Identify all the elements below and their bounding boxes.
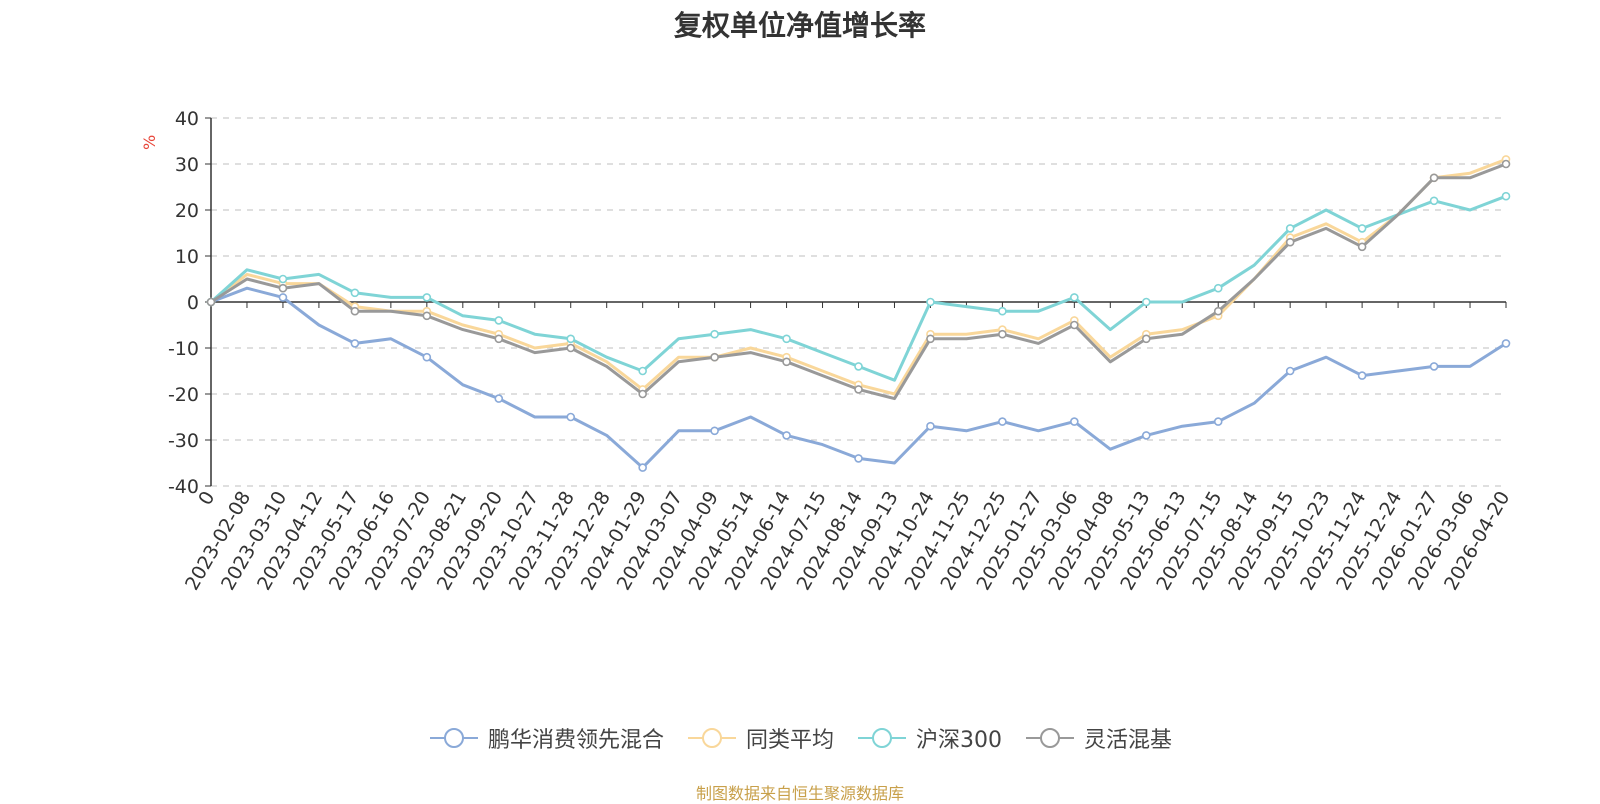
data-point xyxy=(1070,293,1079,302)
y-tick-label: 20 xyxy=(175,200,199,222)
series-0 xyxy=(206,286,1511,472)
legend: 鹏华消费领先混合 同类平均 沪深300 灵活混基 xyxy=(0,722,1600,754)
y-tick-label: 30 xyxy=(175,154,199,176)
data-point xyxy=(1357,371,1367,380)
series-line xyxy=(209,194,1507,382)
data-point xyxy=(1429,196,1439,206)
data-point xyxy=(1213,283,1223,293)
legend-swatch-icon xyxy=(1026,728,1074,748)
data-point xyxy=(854,362,863,371)
legend-label: 灵活混基 xyxy=(1084,728,1173,753)
data-point xyxy=(278,293,288,302)
y-tick-label: 10 xyxy=(175,246,199,268)
y-tick-label: -20 xyxy=(168,384,199,406)
x-tick-label: 0 xyxy=(194,488,219,509)
data-point xyxy=(638,463,647,472)
data-point xyxy=(926,297,935,307)
data-point xyxy=(206,297,216,307)
data-point xyxy=(1141,431,1151,440)
legend-item[interactable]: 灵活混基 xyxy=(1024,722,1172,754)
data-point xyxy=(1285,237,1295,247)
data-point xyxy=(1070,320,1079,330)
legend-item[interactable]: 沪深300 xyxy=(856,722,1002,754)
data-point xyxy=(782,334,791,344)
data-point xyxy=(782,357,791,367)
legend-label: 沪深300 xyxy=(916,728,1002,753)
data-point xyxy=(1429,362,1439,371)
data-point xyxy=(566,334,576,344)
axes xyxy=(205,117,1507,487)
data-point xyxy=(854,454,863,463)
data-point xyxy=(350,288,360,298)
data-point xyxy=(1501,191,1511,201)
series-3 xyxy=(206,159,1511,401)
legend-item[interactable]: 同类平均 xyxy=(686,722,834,754)
data-point xyxy=(494,316,504,325)
data-point xyxy=(1357,242,1367,252)
data-point xyxy=(710,426,719,436)
data-point xyxy=(998,306,1007,316)
series-line xyxy=(210,286,1507,470)
data-point xyxy=(1213,417,1223,426)
series-2 xyxy=(206,191,1511,382)
series-1 xyxy=(206,155,1511,396)
data-point xyxy=(1070,417,1079,426)
data-point xyxy=(1285,366,1295,376)
y-tick-label: 40 xyxy=(175,108,199,130)
source-note: 制图数据来自恒生聚源数据库 xyxy=(695,784,904,803)
data-point xyxy=(1285,224,1295,233)
data-point xyxy=(998,417,1007,426)
data-point xyxy=(422,293,432,302)
legend-item[interactable]: 鹏华消费领先混合 xyxy=(428,722,664,754)
data-point xyxy=(278,274,288,284)
data-point xyxy=(926,334,935,344)
data-point xyxy=(566,343,576,353)
data-point xyxy=(494,334,504,344)
series-lines xyxy=(206,155,1511,472)
legend-swatch-icon xyxy=(429,728,478,748)
data-point xyxy=(854,385,863,394)
data-point xyxy=(1213,306,1223,316)
data-point xyxy=(422,352,432,362)
data-point xyxy=(638,366,647,376)
y-tick-label: 0 xyxy=(187,292,199,314)
data-point xyxy=(1501,339,1511,348)
data-point xyxy=(998,329,1007,339)
legend-swatch-icon xyxy=(858,728,906,748)
data-point xyxy=(350,339,360,348)
legend-swatch-icon xyxy=(687,728,736,748)
data-point xyxy=(1501,159,1511,169)
data-point xyxy=(782,431,791,440)
data-point xyxy=(1141,297,1151,307)
data-point xyxy=(422,311,432,321)
data-point xyxy=(566,412,576,422)
data-point xyxy=(638,389,647,399)
data-point xyxy=(350,306,360,316)
data-point xyxy=(1429,173,1439,183)
tick-labels: 403020100-10-20-30-4002023-02-082023-03-… xyxy=(168,108,1514,594)
legend-label: 鹏华消费领先混合 xyxy=(487,728,664,753)
y-tick-label: -30 xyxy=(168,430,199,452)
y-tick-label: -10 xyxy=(168,338,199,360)
data-point xyxy=(710,352,719,362)
chart-title: 复权单位净值增长率 xyxy=(673,9,926,42)
data-point xyxy=(926,421,935,431)
data-point xyxy=(710,329,719,339)
data-point xyxy=(1357,224,1367,233)
y-tick-label: -40 xyxy=(168,476,199,498)
data-point xyxy=(278,283,288,293)
legend-label: 同类平均 xyxy=(745,728,834,753)
series-line xyxy=(210,157,1507,396)
data-point xyxy=(494,394,504,403)
data-point xyxy=(1141,334,1151,344)
